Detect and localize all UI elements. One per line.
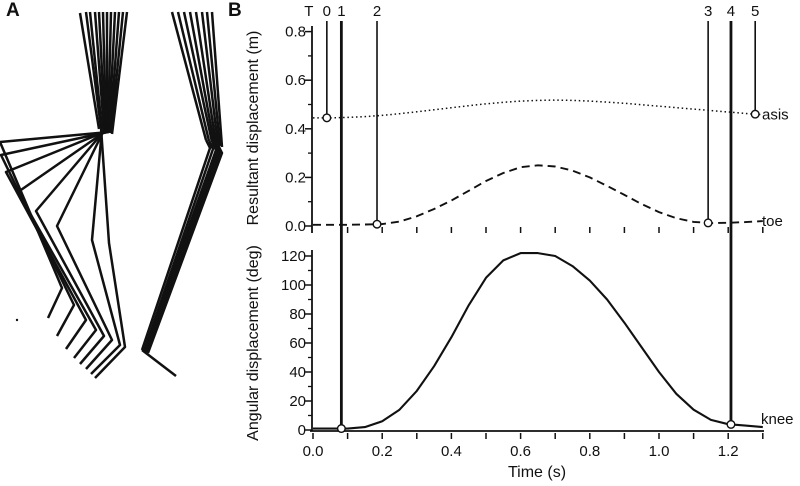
stick-figure-trace <box>93 11 106 131</box>
stick-figure-trace <box>90 128 122 375</box>
y-tick-label: 60 <box>289 335 306 352</box>
event-circle-4 <box>726 419 736 429</box>
stick-figure-trace <box>110 11 129 135</box>
stick-figure-trace <box>88 11 104 130</box>
curve-label-toe: toe <box>762 213 783 230</box>
event-circle-5 <box>750 109 760 119</box>
x-tick-label: 0.6 <box>510 443 531 460</box>
x-tick-label: 1.0 <box>649 443 670 460</box>
stick-figure-trace <box>97 11 107 131</box>
stick-figure-trace <box>34 129 106 365</box>
event-label-0: 0 <box>323 3 331 20</box>
event-circle-3 <box>703 218 713 228</box>
event-label-4: 4 <box>727 3 735 20</box>
stick-figure-trace <box>145 143 222 353</box>
y-axis-title-bottom: Angular displacement (deg) <box>245 245 262 441</box>
y-tick-label: 20 <box>289 393 306 410</box>
curve-label-knee: knee <box>761 411 794 428</box>
stick-figure-trace <box>140 139 212 351</box>
y-axis-title-top: Resultant displacement (m) <box>245 31 262 226</box>
stick-figure-trace <box>146 144 224 354</box>
panel-b-label: B <box>228 0 242 21</box>
stick-figure-trace <box>142 140 215 352</box>
event-circle-0 <box>322 113 332 123</box>
event-label-2: 2 <box>373 3 381 20</box>
x-tick-label: 0.8 <box>579 443 600 460</box>
event-label-T: T <box>304 3 313 20</box>
y-tick-label: 100 <box>281 277 306 294</box>
stray-dot <box>15 318 19 322</box>
toe-curve <box>313 164 763 226</box>
stick-figure-trace <box>194 11 218 145</box>
event-circle-1 <box>336 424 346 434</box>
stick-figure-trace <box>188 11 216 144</box>
x-tick-label: 0.0 <box>303 443 324 460</box>
stick-figure-trace <box>108 11 121 134</box>
y-tick-label: 0.2 <box>285 169 306 186</box>
asis-curve <box>313 99 763 119</box>
stick-figure-trace <box>170 11 208 141</box>
stick-figure-trace <box>101 11 108 132</box>
stick-figure-trace <box>143 141 218 352</box>
stick-figure-trace <box>106 11 113 133</box>
curve-labels: asis toe knee <box>761 107 794 428</box>
stick-figure-trace <box>94 127 127 379</box>
x-tick-label: 0.2 <box>372 443 393 460</box>
y-tick-label: 0.0 <box>285 218 306 235</box>
x-axis-title: Time (s) <box>508 464 566 481</box>
event-label-1: 1 <box>337 3 345 20</box>
y-tick-label: 0 <box>298 422 306 439</box>
tick-labels: 0.0 0.2 0.4 0.6 0.8 0 20 40 60 80 100 120 0.0 0.2 0.4 0… <box>281 24 739 460</box>
event-label-5: 5 <box>751 3 759 20</box>
axes <box>305 26 764 439</box>
x-tick-label: 0.4 <box>441 443 462 460</box>
stick-figure-trace <box>0 130 110 319</box>
stick-figure-trace <box>176 11 211 142</box>
curve-label-asis: asis <box>762 107 789 124</box>
y-tick-label: 0.4 <box>285 121 306 138</box>
stick-figure-trace <box>84 11 103 129</box>
y-tick-label: 0.6 <box>285 72 306 89</box>
stick-figure-trace <box>205 11 222 147</box>
stick-figure-trace <box>109 11 125 134</box>
y-tick-label: 40 <box>289 364 306 381</box>
stick-figure-trace <box>144 142 220 353</box>
stick-figure-trace <box>141 349 177 377</box>
stick-figure-trace <box>182 11 214 143</box>
event-circle-2 <box>372 219 382 229</box>
event-label-3: 3 <box>704 3 712 20</box>
panel-a-stick-figure <box>0 11 224 379</box>
y-tick-label: 120 <box>281 248 306 265</box>
stick-figure-trace <box>55 129 114 370</box>
stick-figure-trace <box>16 129 107 359</box>
stick-figure-trace <box>200 11 220 146</box>
y-tick-label: 80 <box>289 306 306 323</box>
axis-titles: Resultant displacement (m) Angular displa… <box>245 31 566 481</box>
stick-figure-trace <box>210 11 224 148</box>
y-tick-label: 0.8 <box>285 24 306 41</box>
curves <box>313 99 763 430</box>
x-tick-label: 1.2 <box>718 443 739 460</box>
knee-curve <box>313 252 763 430</box>
stick-figure-trace <box>107 11 117 133</box>
stick-figure-trace <box>78 12 101 130</box>
panel-a-label: A <box>6 0 20 21</box>
